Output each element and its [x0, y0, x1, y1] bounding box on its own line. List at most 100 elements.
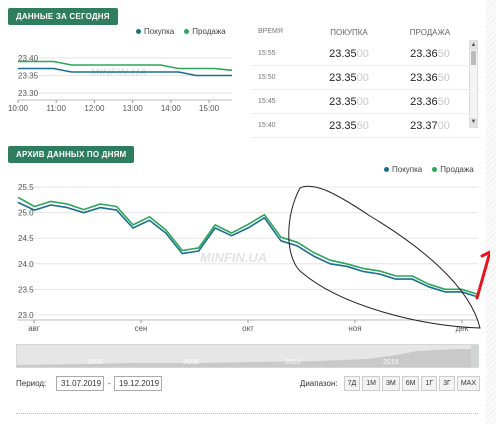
series-line-sell	[18, 60, 233, 72]
rate-buy: 23.3500	[308, 72, 390, 84]
navigator-label: 2015	[383, 359, 399, 366]
today-section-tag: ДАННЫЕ ЗА СЕГОДНЯ	[8, 8, 118, 25]
x-tick-label: 10:00	[8, 104, 29, 113]
rate-sell-main: 23.37	[410, 119, 438, 132]
period-label: Период:	[16, 379, 47, 388]
today-legend-sell[interactable]: Продажа	[184, 27, 226, 36]
time-header: ВРЕМЯ	[258, 28, 283, 35]
y-tick-label: 25.5	[18, 183, 34, 192]
rate-time: 15:45	[258, 98, 276, 105]
range-selector: Диапазон: 7Д 1М 3М 6М 1Г 3Г MAX	[300, 376, 480, 391]
range-label: Диапазон:	[299, 379, 338, 388]
navigator-history-shape	[17, 349, 477, 367]
archive-chart: 25.5 25.0 24.5 24.0 23.5 23.0 авг сен окт ноя дек M…	[17, 183, 490, 333]
x-tick-label: ноя	[348, 324, 361, 333]
x-tick-label: 14:00	[161, 104, 182, 113]
y-tick-label: 23.0	[18, 311, 34, 320]
navigator-selection-handle[interactable]	[471, 345, 479, 367]
rate-buy-tail: 00	[356, 95, 369, 108]
rate-sell: 23.3650	[390, 48, 470, 60]
rate-sell: 23.3650	[390, 96, 470, 108]
rate-sell: 23.3700	[390, 120, 470, 132]
range-1y-button[interactable]: 1Г	[421, 376, 438, 391]
series-line-sell	[17, 196, 479, 296]
y-tick-label: 23.40	[18, 54, 39, 63]
range-1m-button[interactable]: 1М	[362, 376, 380, 391]
archive-section-tag: АРХИВ ДАННЫХ ПО ДНЯМ	[8, 146, 135, 163]
x-tick-label: дек	[456, 324, 469, 333]
scroll-thumb[interactable]	[471, 51, 476, 65]
rate-buy: 23.3500	[308, 96, 390, 108]
rate-buy-main: 23.35	[329, 119, 357, 132]
series-line-buy	[17, 201, 479, 298]
navigator-label: 2010	[285, 359, 301, 366]
rate-buy-main: 23.35	[329, 95, 357, 108]
navigator-label: 2005	[183, 359, 199, 366]
y-tick-label: 23.35	[18, 72, 39, 81]
rates-row: 15:55 23.3500 23.3650	[250, 42, 480, 66]
y-tick-label: 24.5	[18, 234, 34, 243]
rate-time: 15:50	[258, 74, 276, 81]
rate-sell-tail: 50	[437, 71, 450, 84]
buy-header: ПОКУПКА	[330, 28, 368, 37]
y-tick-label: 25.0	[18, 209, 34, 218]
rate-buy: 23.3550	[308, 120, 390, 132]
annotation-arrow-icon	[475, 250, 490, 300]
sell-dot-icon	[432, 167, 438, 173]
rates-row: 15:40 23.3550 23.3700	[250, 114, 480, 138]
range-max-button[interactable]: MAX	[456, 376, 480, 391]
rate-sell-main: 23.36	[410, 47, 438, 60]
rates-row: 15:50 23.3500 23.3650	[250, 66, 480, 90]
range-3m-button[interactable]: 3М	[381, 376, 400, 391]
today-legend: Покупка Продажа	[136, 27, 226, 36]
x-tick-label: 13:00	[123, 104, 144, 113]
x-tick-label: сен	[135, 324, 148, 333]
time-navigator[interactable]: 2000 2005 2010 2015	[16, 344, 479, 368]
navigator-label: 2000	[87, 359, 103, 366]
range-6m-button[interactable]: 6М	[401, 376, 420, 391]
rate-sell-tail: 50	[437, 95, 450, 108]
period-dash: -	[108, 379, 111, 388]
archive-legend-sell[interactable]: Продажа	[432, 165, 474, 174]
range-7d-button[interactable]: 7Д	[343, 376, 361, 391]
series-line-buy	[18, 67, 232, 77]
rate-buy-tail: 50	[356, 119, 369, 132]
x-tick-label: 11:00	[46, 104, 66, 113]
x-tick-label: 15:00	[199, 104, 220, 113]
archive-legend-buy-label: Покупка	[392, 165, 423, 174]
archive-legend-buy[interactable]: Покупка	[384, 165, 422, 174]
buy-dot-icon	[384, 167, 389, 173]
today-legend-buy[interactable]: Покупка	[136, 27, 174, 36]
period-to-input[interactable]: 19.12.2019	[114, 376, 162, 391]
y-tick-label: 23.30	[18, 89, 39, 98]
bottom-divider	[16, 413, 478, 414]
watermark-text: MINFIN.UA	[200, 250, 267, 265]
rates-table: ВРЕМЯ ПОКУПКА ПРОДАЖА 15:55 23.3500 23.3…	[250, 28, 480, 138]
rate-buy-main: 23.35	[329, 47, 357, 60]
period-controls: Период: 31.07.2019 - 19.12.2019 Диапазон…	[16, 376, 482, 392]
rate-buy-tail: 00	[356, 47, 369, 60]
rate-sell-main: 23.36	[410, 71, 438, 84]
rates-scrollbar[interactable]: ▲ ▼	[469, 40, 478, 128]
rates-header: ВРЕМЯ ПОКУПКА ПРОДАЖА	[250, 28, 480, 42]
buy-dot-icon	[136, 29, 141, 35]
rate-buy: 23.3500	[308, 48, 390, 60]
y-tick-label: 23.5	[18, 285, 34, 294]
scroll-up-arrow-icon[interactable]: ▲	[470, 41, 477, 50]
range-3y-button[interactable]: 3Г	[439, 376, 455, 391]
annotation-ellipse	[288, 185, 481, 329]
today-legend-sell-label: Продажа	[192, 27, 226, 36]
rate-buy-tail: 00	[356, 71, 369, 84]
rate-buy-main: 23.35	[329, 71, 357, 84]
period-from-input[interactable]: 31.07.2019	[56, 376, 104, 391]
rate-sell-tail: 00	[437, 119, 450, 132]
today-legend-buy-label: Покупка	[144, 27, 175, 36]
rate-sell-tail: 50	[437, 47, 450, 60]
rate-time: 15:40	[258, 122, 276, 129]
scroll-down-arrow-icon[interactable]: ▼	[470, 118, 477, 127]
archive-legend: Покупка Продажа	[384, 165, 474, 174]
x-tick-label: авг	[28, 324, 40, 333]
x-tick-label: окт	[242, 324, 254, 333]
sell-header: ПРОДАЖА	[409, 28, 451, 37]
rate-sell: 23.3650	[390, 72, 470, 84]
